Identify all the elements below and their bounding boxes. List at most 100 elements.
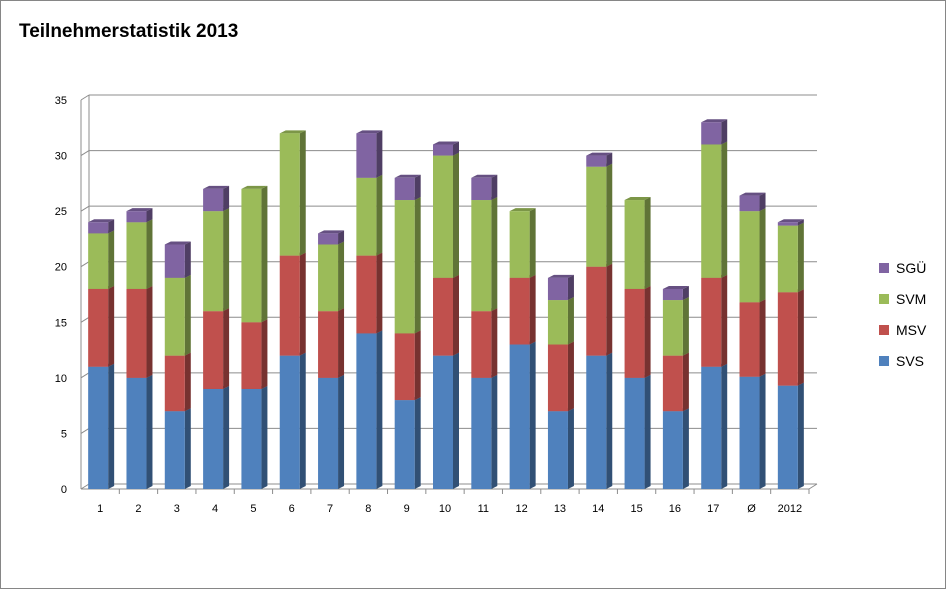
bar-side-SVM (184, 274, 191, 356)
bar-side-SGÜ (721, 119, 728, 145)
bar-side-SGÜ (108, 219, 115, 234)
legend-label: SGÜ (896, 259, 926, 276)
bar-side-MSV (453, 274, 459, 356)
bar-side-MSV (376, 252, 383, 334)
bar-side-MSV (338, 308, 345, 378)
x-tick-label: 4 (212, 503, 218, 515)
bar-SVM (433, 155, 453, 278)
x-tick-label: 5 (250, 503, 256, 515)
bar-side-SVS (261, 385, 268, 489)
bar-side-SVS (414, 397, 421, 489)
bar-top-SGÜ (586, 152, 613, 156)
x-tick-label: 9 (404, 503, 410, 515)
bar-side-SVM (682, 297, 689, 356)
x-tick-label: 8 (365, 503, 371, 515)
legend-swatch (879, 294, 889, 304)
x-tick-label: 2012 (778, 503, 802, 515)
bar-top-SGÜ (88, 219, 115, 223)
bar-SVM (126, 222, 147, 289)
bar-side-SVM (338, 241, 345, 312)
bar-side-MSV (491, 308, 498, 378)
bar-side-SVS (567, 408, 574, 489)
bar-MSV (471, 311, 492, 378)
bar-SVS (318, 377, 339, 489)
bar-SVS (164, 411, 185, 489)
bar-SVS (509, 344, 530, 489)
bar-MSV (394, 333, 415, 401)
bar-SVS (624, 377, 645, 489)
x-tick-label: 11 (478, 503, 489, 515)
bar-side-SGÜ (376, 130, 383, 178)
bar-top-SGÜ (356, 130, 383, 134)
bar-side-SVS (644, 374, 651, 489)
bar-side-SVS (529, 341, 536, 489)
bar-side-SVM (261, 185, 268, 323)
bar-side-SVM (606, 163, 613, 267)
bar-side-MSV (797, 289, 804, 386)
bar-side-SVS (108, 363, 115, 489)
x-tick-label: 14 (592, 503, 604, 515)
bar-side-SVS (797, 382, 804, 489)
bar-SVM (777, 225, 798, 293)
x-tick-label: 2 (135, 503, 141, 515)
bar-MSV (509, 277, 530, 345)
bar-MSV (279, 255, 300, 356)
bar-SGÜ (394, 177, 415, 201)
gridline-side (80, 483, 90, 490)
bar-side-SVM (644, 197, 651, 289)
bar-SVS (662, 411, 683, 489)
bar-side-MSV (644, 285, 651, 378)
bar-SVS (356, 333, 377, 489)
bar-SVS (203, 388, 224, 489)
bar-side-SVM (491, 197, 498, 312)
chart-title: Teilnehmerstatistik 2013 (19, 21, 239, 42)
x-tick-label: 15 (630, 503, 642, 515)
x-tick-label: 12 (516, 503, 528, 515)
gridline-side (80, 150, 90, 156)
bar-SVS (586, 355, 607, 489)
bar-SGÜ (126, 211, 147, 223)
bar-side-MSV (299, 252, 306, 356)
bar-side-SVM (721, 141, 728, 278)
bar-SGÜ (701, 122, 722, 145)
legend-label: MSV (896, 322, 927, 338)
bar-side-MSV (414, 330, 421, 401)
bar-top-SGÜ (471, 174, 498, 178)
legend-swatch (879, 263, 889, 273)
bar-SGÜ (662, 288, 683, 301)
bar-side-MSV (567, 341, 574, 412)
bar-SVM (394, 200, 415, 334)
bar-side-SGÜ (338, 230, 345, 245)
bar-SVS (739, 376, 760, 489)
bar-side-SVS (682, 408, 689, 489)
gridline-side (80, 372, 90, 379)
bar-side-SVM (797, 222, 804, 293)
x-tick-label: 10 (439, 503, 451, 515)
bar-SGÜ (203, 188, 224, 212)
bar-MSV (356, 255, 377, 334)
bar-top-SGÜ (394, 174, 421, 178)
gridline-side (80, 94, 90, 101)
bar-SVM (241, 188, 262, 323)
bar-side-SVM (223, 208, 230, 312)
bar-SVM (471, 200, 492, 312)
bar-SVS (547, 411, 568, 489)
bar-SGÜ (164, 244, 185, 278)
legend-label: SVM (896, 291, 926, 307)
legend-swatch (879, 325, 889, 335)
bar-SVS (88, 366, 109, 489)
bar-side-SVM (376, 174, 383, 256)
bar-SVS (777, 385, 798, 489)
floor-edge (808, 483, 818, 490)
gridline-side (80, 261, 90, 268)
bar-MSV (777, 292, 798, 386)
bar-MSV (433, 277, 453, 356)
bar-side-SGÜ (567, 274, 574, 301)
bar-SGÜ (739, 195, 760, 212)
bar-side-SGÜ (491, 174, 498, 201)
x-tick-label: 1 (97, 503, 103, 515)
bar-SVS (279, 355, 300, 489)
bar-MSV (662, 355, 683, 412)
